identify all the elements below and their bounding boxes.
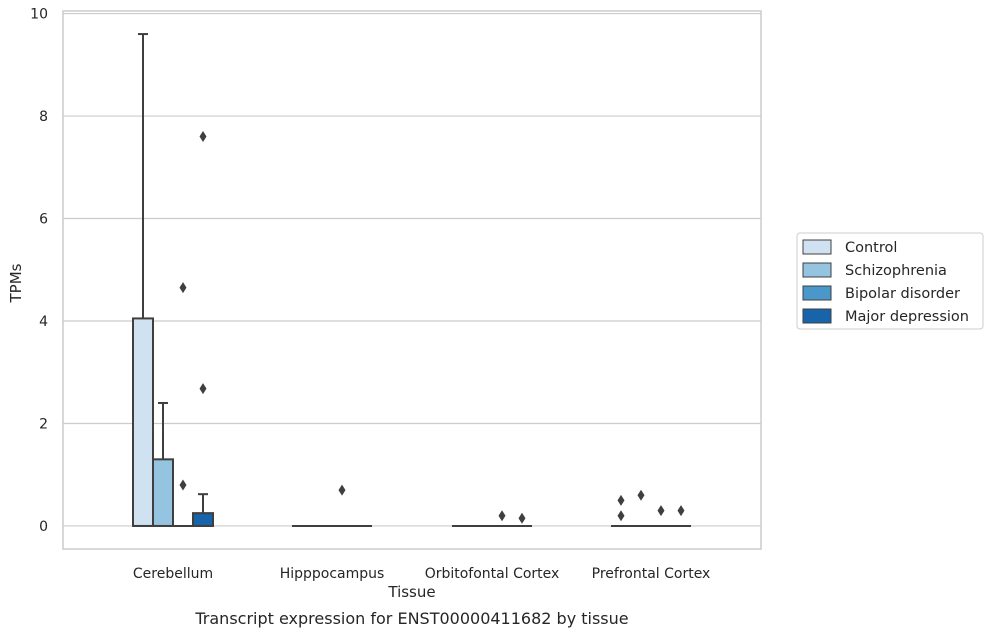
box-body bbox=[132, 317, 154, 527]
outlier-point bbox=[657, 505, 665, 517]
y-tick-label: 6 bbox=[39, 212, 48, 228]
legend-label: Major depression bbox=[845, 309, 969, 325]
legend-swatch bbox=[802, 239, 832, 255]
outlier-point bbox=[179, 479, 187, 491]
outlier-point bbox=[199, 383, 207, 395]
x-tick-label: Prefrontal Cortex bbox=[592, 566, 711, 582]
box-0-0 bbox=[132, 33, 154, 527]
box-3-0 bbox=[192, 131, 214, 527]
legend-label: Schizophrenia bbox=[845, 263, 947, 279]
x-tick-label: Orbitofontal Cortex bbox=[425, 566, 560, 582]
box-2-0 bbox=[173, 282, 193, 527]
y-tick-labels: 0 2 4 6 8 10 bbox=[30, 7, 48, 535]
x-tick-label: Hipppocampus bbox=[280, 566, 385, 582]
box-1-3 bbox=[631, 489, 651, 527]
outlier-point bbox=[637, 489, 645, 501]
outlier-point bbox=[518, 512, 526, 524]
x-tick-label: Cerebellum bbox=[133, 566, 213, 582]
outlier-point bbox=[677, 505, 685, 517]
box-3-2 bbox=[512, 512, 532, 527]
box-0-3 bbox=[611, 494, 631, 527]
plot-area-frame bbox=[62, 10, 762, 550]
box-2-3 bbox=[651, 505, 671, 527]
legend-swatch bbox=[802, 308, 832, 324]
box-2-1 bbox=[332, 484, 352, 527]
y-tick-label: 8 bbox=[39, 109, 48, 125]
y-tick-label: 2 bbox=[39, 416, 48, 432]
x-axis-label: Tissue bbox=[387, 583, 435, 601]
box-body bbox=[152, 458, 174, 527]
legend-label: Control bbox=[845, 240, 897, 256]
boxes bbox=[132, 33, 691, 527]
x-tick-labels: Cerebellum Hipppocampus Orbitofontal Corte… bbox=[133, 566, 710, 582]
y-tick-label: 4 bbox=[39, 314, 48, 330]
box-2-2 bbox=[492, 510, 512, 527]
chart-caption: Transcript expression for ENST0000041168… bbox=[194, 609, 628, 628]
y-tick-label: 0 bbox=[39, 519, 48, 535]
box-body bbox=[192, 512, 214, 527]
outlier-point bbox=[179, 282, 187, 294]
legend-frame bbox=[796, 232, 984, 330]
legend-label: Bipolar disorder bbox=[845, 286, 960, 302]
legend-swatch bbox=[802, 262, 832, 278]
legend-swatch bbox=[802, 285, 832, 301]
y-gridlines bbox=[63, 12, 761, 527]
outlier-point bbox=[617, 494, 625, 506]
outlier-point bbox=[199, 131, 207, 143]
box-1-0 bbox=[152, 401, 174, 527]
y-tick-label: 10 bbox=[30, 7, 48, 23]
y-axis-label: TPMs bbox=[7, 263, 25, 303]
legend: Control Schizophrenia Bipolar disorder Majo… bbox=[796, 232, 984, 330]
outlier-point bbox=[338, 484, 346, 496]
outlier-point bbox=[498, 510, 506, 522]
outlier-point bbox=[617, 510, 625, 522]
box-3-3 bbox=[671, 505, 691, 527]
